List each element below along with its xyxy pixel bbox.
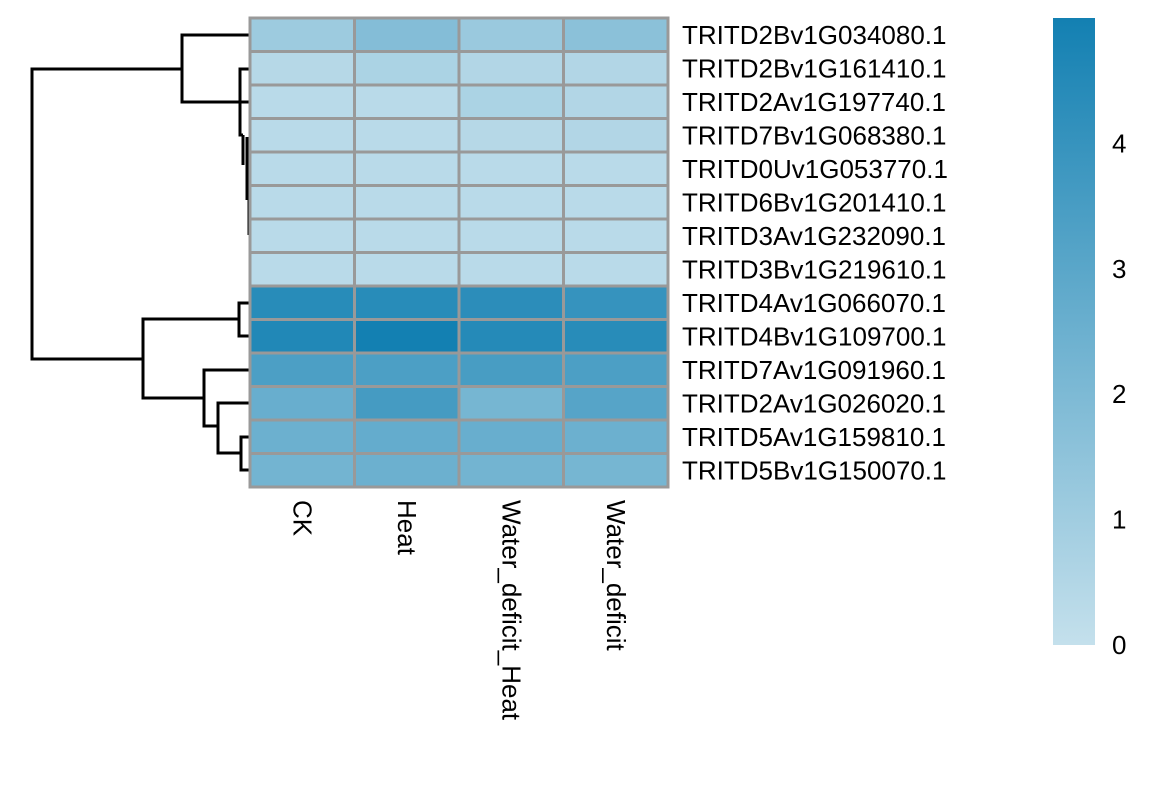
column-label: Water_deficit [601, 500, 631, 652]
heatmap-cell [562, 284, 670, 321]
heatmap-cell [457, 452, 565, 489]
heatmap-cell [562, 318, 670, 355]
heatmap-cell [353, 284, 461, 321]
dendrogram-light-sub [240, 100, 252, 265]
heatmap-cell [562, 385, 670, 422]
row-label: TRITD4Av1G066070.1 [682, 288, 946, 318]
row-label: TRITD2Bv1G034080.1 [682, 20, 946, 50]
heatmap-cell [248, 251, 356, 288]
heatmap-cell [248, 418, 356, 455]
row-label: TRITD7Bv1G068380.1 [682, 120, 946, 150]
heatmap-cell [457, 217, 565, 254]
heatmap-cell [248, 184, 356, 221]
row-label: TRITD4Bv1G109700.1 [682, 321, 946, 351]
heatmap-cell [248, 117, 356, 154]
color-legend-ticks: 0 1 2 3 4 [1112, 128, 1126, 660]
row-label: TRITD0Uv1G053770.1 [682, 154, 948, 184]
heatmap-cell [248, 351, 356, 388]
dendrogram-7A-cluster [202, 368, 250, 428]
heatmap-cell [248, 50, 356, 87]
heatmap-cell [562, 251, 670, 288]
row-label: TRITD3Bv1G219610.1 [682, 254, 946, 284]
heatmap-cell [457, 351, 565, 388]
heatmap-cell [353, 184, 461, 221]
legend-tick-label: 3 [1112, 254, 1126, 284]
legend-tick-label: 4 [1112, 128, 1126, 158]
heatmap-cell [562, 83, 670, 120]
heatmap-cell [248, 150, 356, 187]
heatmap-cell [353, 117, 461, 154]
heatmap-cell [353, 83, 461, 120]
heatmap-cell [457, 418, 565, 455]
row-label: TRITD7Av1G091960.1 [682, 355, 946, 385]
row-dendrogram [30, 33, 252, 472]
heatmap-cell [457, 83, 565, 120]
heatmap-cell [353, 150, 461, 187]
heatmap-cell [248, 16, 356, 53]
row-label: TRITD5Av1G159810.1 [682, 422, 946, 452]
row-label: TRITD2Bv1G161410.1 [682, 53, 946, 83]
dendrogram-5A-5B [239, 435, 250, 472]
heatmap-cell [457, 318, 565, 355]
dendrogram-root [30, 67, 182, 361]
column-labels: CK Heat Water_deficit_Heat Water_deficit [287, 500, 631, 721]
heatmap-cell [353, 318, 461, 355]
heatmap-cell [562, 452, 670, 489]
column-label: CK [287, 500, 317, 537]
legend-tick-label: 0 [1112, 630, 1126, 660]
column-label: Water_deficit_Heat [496, 500, 526, 721]
legend-tick-label: 1 [1112, 505, 1126, 535]
heatmap-cell [562, 351, 670, 388]
dendrogram-2A-cluster [216, 401, 250, 455]
row-label: TRITD6Bv1G201410.1 [682, 187, 946, 217]
heatmap-cell [457, 385, 565, 422]
column-label: Heat [392, 500, 422, 556]
heatmap-cell [353, 251, 461, 288]
color-legend-bar [1053, 18, 1095, 645]
heatmap-cell [562, 217, 670, 254]
row-label: TRITD3Av1G232090.1 [682, 221, 946, 251]
heatmap-cell [248, 217, 356, 254]
heatmap-cell [248, 83, 356, 120]
row-label: TRITD5Bv1G150070.1 [682, 455, 946, 485]
dendrogram-bottom-cluster [141, 317, 239, 400]
heatmap-cell [248, 284, 356, 321]
heatmap-cell [457, 50, 565, 87]
heatmap-cell [353, 351, 461, 388]
row-label: TRITD2Av1G026020.1 [682, 388, 946, 418]
heatmap-cell [353, 385, 461, 422]
heatmap-cell [457, 184, 565, 221]
heatmap-cell [248, 318, 356, 355]
heatmap-cells [248, 16, 670, 489]
heatmap-cell [562, 50, 670, 87]
heatmap-cell [248, 385, 356, 422]
heatmap-cell [353, 452, 461, 489]
legend-tick-label: 2 [1112, 379, 1126, 409]
row-label: TRITD2Av1G197740.1 [682, 87, 946, 117]
heatmap-cell [353, 217, 461, 254]
heatmap-cell [562, 117, 670, 154]
heatmap-cell [562, 16, 670, 53]
heatmap-cell [457, 251, 565, 288]
heatmap-cell [457, 284, 565, 321]
dendrogram-top-cluster [180, 33, 250, 104]
heatmap-cell [248, 452, 356, 489]
heatmap-cell [562, 150, 670, 187]
heatmap-cell [562, 418, 670, 455]
heatmap-cell [353, 16, 461, 53]
heatmap-cell [457, 117, 565, 154]
heatmap-cell [457, 16, 565, 53]
dendrogram-4A-4B [237, 301, 250, 338]
heatmap-cell [562, 184, 670, 221]
heatmap-cell [353, 418, 461, 455]
heatmap-cell [353, 50, 461, 87]
heatmap-cell [457, 150, 565, 187]
